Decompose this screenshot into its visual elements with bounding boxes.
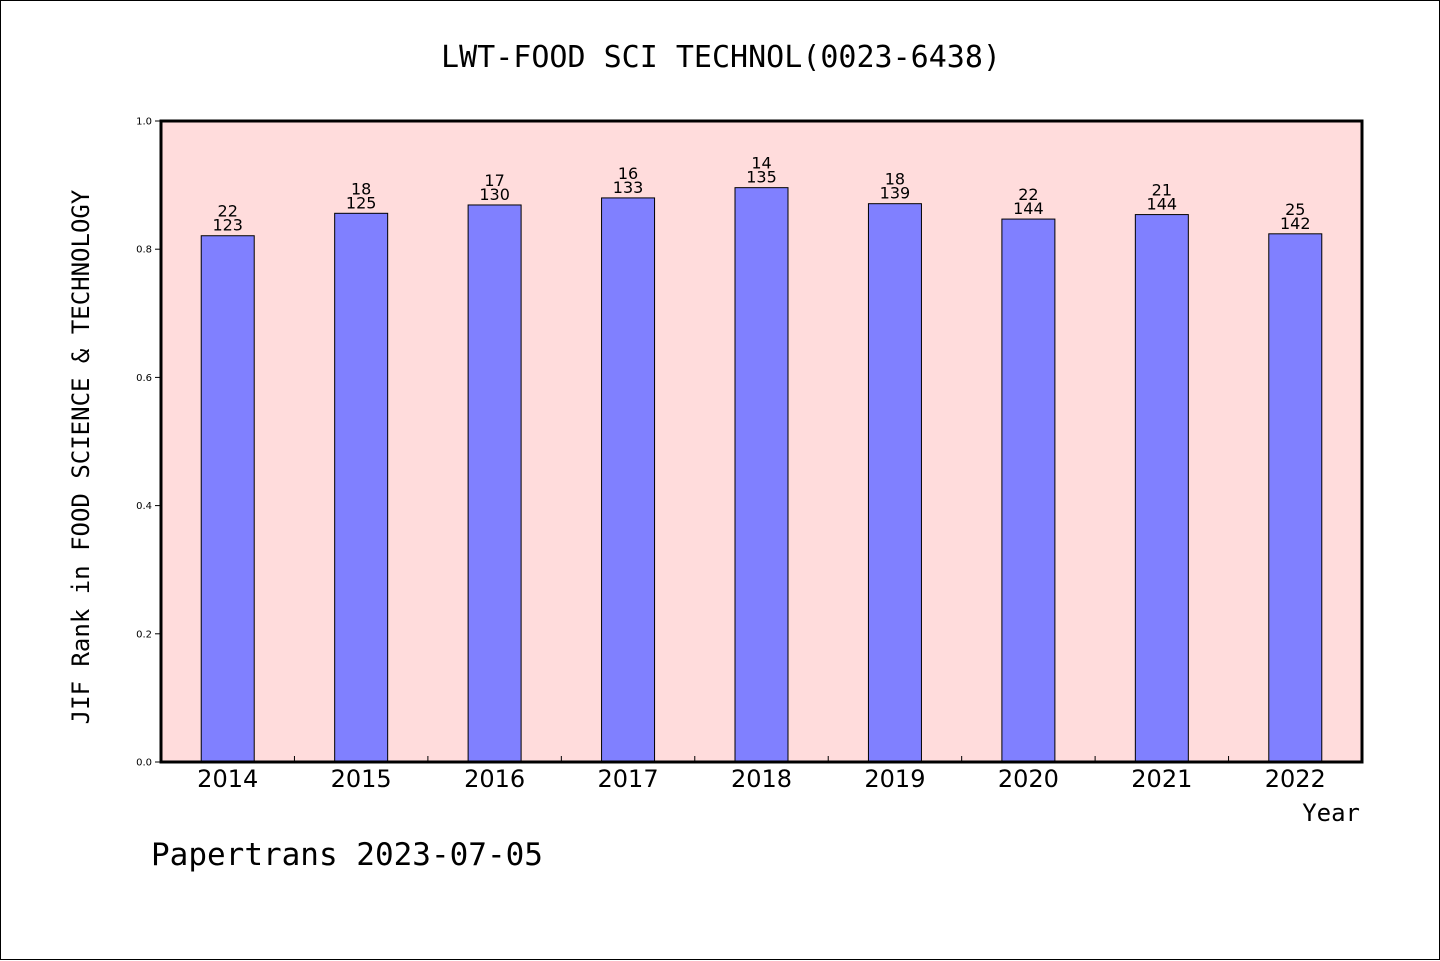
- bar-label-top-2022: 25: [1285, 200, 1305, 219]
- bar-label-bottom-2014: 123: [212, 216, 243, 235]
- bar-label-bottom-2016: 130: [479, 185, 510, 204]
- y-tick-label-0.0: 0.0: [136, 758, 152, 769]
- bar-label-bottom-2017: 133: [613, 178, 644, 197]
- bar-label-top-2021: 21: [1152, 181, 1172, 200]
- bar-2018: [734, 187, 789, 763]
- x-tick-label-2019: 2019: [864, 765, 925, 793]
- plot-border: [159, 119, 1364, 764]
- chart-title: LWT-FOOD SCI TECHNOL(0023-6438): [441, 40, 1001, 75]
- bars-layer: [200, 187, 1323, 763]
- bar-2014: [200, 235, 255, 763]
- bar-label-bottom-2021: 144: [1147, 195, 1178, 214]
- y-tick-label-0.6: 0.6: [136, 373, 152, 384]
- y-axis-label: JIF Rank in FOOD SCIENCE & TECHNOLOGY: [67, 189, 95, 724]
- bar-label-top-2017: 16: [618, 164, 638, 183]
- x-tick-label-2015: 2015: [331, 765, 392, 793]
- bar-2020: [1001, 218, 1056, 763]
- y-tick-label-1.0: 1.0: [136, 117, 152, 128]
- bar-label-top-2016: 17: [484, 171, 504, 190]
- footer-watermark: Papertrans 2023-07-05: [151, 837, 543, 873]
- bar-label-top-2019: 18: [885, 170, 905, 189]
- x-tick-label-2018: 2018: [731, 765, 792, 793]
- bar-2021: [1134, 214, 1189, 763]
- bar-label-bottom-2019: 139: [880, 184, 911, 203]
- x-tick-label-2017: 2017: [598, 765, 659, 793]
- x-tick-label-2020: 2020: [998, 765, 1059, 793]
- bar-2017: [601, 197, 656, 763]
- bar-label-bottom-2022: 142: [1280, 214, 1311, 233]
- bar-label-top-2020: 22: [1018, 185, 1038, 204]
- bar-2015: [334, 212, 389, 763]
- bar-2022: [1268, 233, 1323, 763]
- x-axis: 2014 2015 2016 2017 2018 2019 2020 2021 2022: [197, 756, 1326, 793]
- x-axis-label: Year: [1302, 799, 1360, 827]
- y-tick-label-0.4: 0.4: [136, 501, 152, 512]
- bar-label-top-2015: 18: [351, 179, 371, 198]
- bar-label-bottom-2020: 144: [1013, 199, 1044, 218]
- x-tick-label-2016: 2016: [464, 765, 525, 793]
- y-tick-label-0.8: 0.8: [136, 245, 152, 256]
- bar-label-bottom-2018: 135: [746, 168, 777, 187]
- bar-2016: [467, 204, 522, 763]
- x-tick-label-2022: 2022: [1265, 765, 1326, 793]
- y-axis: 0.0 0.2 0.4 0.6 0.8 1.0: [136, 117, 161, 769]
- bar-label-top-2014: 22: [218, 202, 238, 221]
- bar-label-bottom-2015: 125: [346, 193, 377, 212]
- bar-label-top-2018: 14: [751, 154, 771, 173]
- bar-2019: [867, 203, 922, 763]
- x-tick-label-2014: 2014: [197, 765, 258, 793]
- x-tick-label-2021: 2021: [1131, 765, 1192, 793]
- y-tick-label-0.2: 0.2: [136, 629, 152, 640]
